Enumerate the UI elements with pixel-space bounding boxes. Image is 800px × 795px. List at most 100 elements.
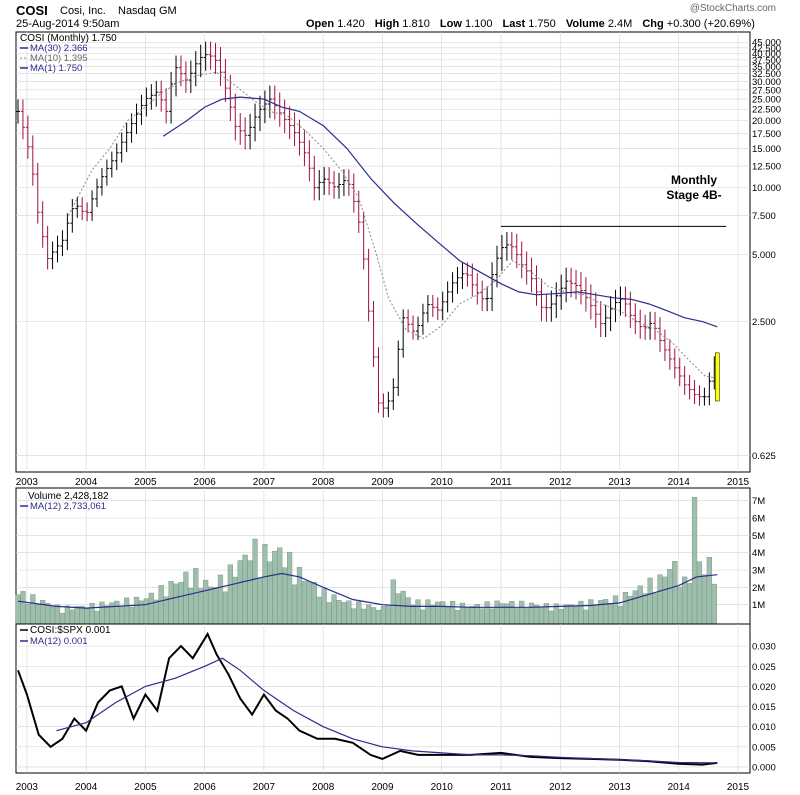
price-y-tick: 27.500 — [752, 85, 781, 96]
volume-y-tick: 2M — [752, 583, 765, 594]
ohlc-high-value: 1.810 — [402, 18, 430, 30]
volume-y-tick: 7M — [752, 496, 765, 507]
price-candles — [16, 41, 717, 418]
volume-bar — [114, 600, 120, 625]
volume-bar — [128, 606, 135, 625]
ratio-x-tick: 2014 — [668, 782, 691, 793]
ratio-x-tick: 2003 — [16, 782, 39, 793]
volume-bar — [667, 569, 673, 625]
volume-panel: 7M 6M 5M 4M 3M 2M 1M Volume 2,428,182 MA(12) 2… — [15, 487, 765, 625]
volume-y-tick: 5M — [752, 531, 765, 542]
price-y-tick: 15.000 — [752, 144, 781, 155]
volume-bar — [198, 588, 204, 625]
price-x-tick: 2009 — [371, 477, 394, 488]
volume-bar — [603, 599, 609, 625]
price-x-tick: 2007 — [253, 477, 276, 488]
ma30-line — [162, 96, 718, 328]
volume-y-tick: 1M — [752, 600, 765, 611]
volume-bar — [237, 560, 243, 625]
volume-bar — [405, 597, 411, 625]
volume-bar — [124, 597, 130, 625]
volume-bar — [370, 607, 377, 625]
volume-bar — [454, 610, 461, 625]
volume-bar — [459, 602, 466, 625]
datetime: 25-Aug-2014 9:50am — [16, 18, 120, 30]
price-y-tick: 20.000 — [752, 116, 781, 127]
volume-bar — [528, 602, 535, 625]
volume-bar — [420, 609, 426, 625]
volume-bar — [257, 577, 263, 625]
ratio-x-tick: 2009 — [371, 782, 394, 793]
volume-bar — [252, 538, 258, 625]
ohlc-bar: Open 1.420 High 1.810 Low 1.100 Last 1.7… — [306, 18, 755, 30]
volume-bar — [45, 603, 51, 625]
volume-bar — [622, 592, 629, 625]
volume-bar — [277, 547, 283, 625]
price-x-tick: 2004 — [75, 477, 98, 488]
volume-bar — [272, 550, 278, 625]
price-x-tick: 2011 — [490, 477, 512, 488]
volume-bar — [687, 583, 693, 625]
volume-bar — [227, 564, 233, 625]
price-x-tick: 2003 — [16, 477, 39, 488]
legend-ratio: COSI:$SPX 0.001 — [30, 625, 111, 636]
stage-annotation-line2: Stage 4B- — [666, 188, 721, 202]
watermark: @StockCharts.com — [689, 3, 776, 14]
volume-bar — [267, 561, 273, 625]
volume-bar — [104, 605, 110, 625]
ratio-x-tick: 2004 — [75, 782, 98, 793]
volume-bar — [410, 604, 416, 625]
volume-bar — [89, 603, 95, 625]
ohlc-last-label: Last — [502, 18, 526, 30]
ohlc-volume-value: 2.4M — [607, 18, 633, 30]
volume-bar — [173, 583, 179, 625]
volume-bar — [153, 599, 159, 625]
last-bar-highlight — [715, 352, 720, 402]
volume-bars — [15, 497, 717, 625]
volume-bar — [311, 582, 317, 625]
price-panel: 45.00042.50040.00037.50035.00032.50030.0… — [15, 31, 781, 488]
volume-bar — [494, 600, 500, 625]
volume-bar — [445, 606, 451, 625]
price-y-axis: 45.00042.50040.00037.50035.00032.50030.0… — [752, 38, 781, 462]
volume-bar — [440, 601, 446, 625]
volume-bar — [706, 557, 712, 625]
price-y-tick: 5.000 — [752, 250, 776, 261]
volume-bar — [484, 601, 490, 625]
volume-bar — [677, 586, 683, 625]
price-y-tick: 17.500 — [752, 129, 781, 140]
price-y-tick: 25.000 — [752, 95, 781, 106]
volume-bar — [143, 598, 149, 625]
volume-bar — [632, 590, 638, 625]
ratio-y-tick: 0.020 — [752, 682, 776, 693]
price-y-tick: 22.500 — [752, 105, 781, 116]
company-name: Cosi, Inc. — [60, 5, 106, 17]
volume-bar — [691, 497, 698, 625]
price-legend: COSI (Monthly) 1.750 MA(30) 2.366 MA(10)… — [20, 33, 117, 74]
legend-price: COSI (Monthly) 1.750 — [20, 33, 117, 44]
volume-bar — [607, 603, 614, 625]
volume-bar — [79, 605, 85, 625]
stage-annotation-line1: Monthly — [671, 173, 717, 187]
volume-bar — [158, 585, 164, 625]
volume-bar — [54, 604, 61, 625]
volume-bar — [119, 605, 125, 625]
ticker-symbol: COSI — [16, 3, 48, 18]
price-grid — [16, 32, 750, 472]
volume-bar — [133, 596, 140, 625]
price-y-tick: 2.500 — [752, 317, 776, 328]
volume-bar — [573, 606, 579, 625]
volume-bar — [489, 608, 495, 625]
volume-bar — [20, 591, 26, 625]
volume-bar — [524, 608, 530, 625]
price-y-tick: 40.000 — [752, 49, 781, 60]
price-x-tick: 2005 — [134, 477, 157, 488]
volume-bar — [701, 574, 708, 625]
volume-bar — [35, 604, 41, 625]
ratio-x-tick: 2006 — [194, 782, 217, 793]
ohlc-low-label: Low — [439, 18, 462, 30]
volume-bar — [64, 605, 70, 625]
volume-bar — [94, 610, 100, 625]
ohlc-last-value: 1.750 — [528, 18, 556, 30]
